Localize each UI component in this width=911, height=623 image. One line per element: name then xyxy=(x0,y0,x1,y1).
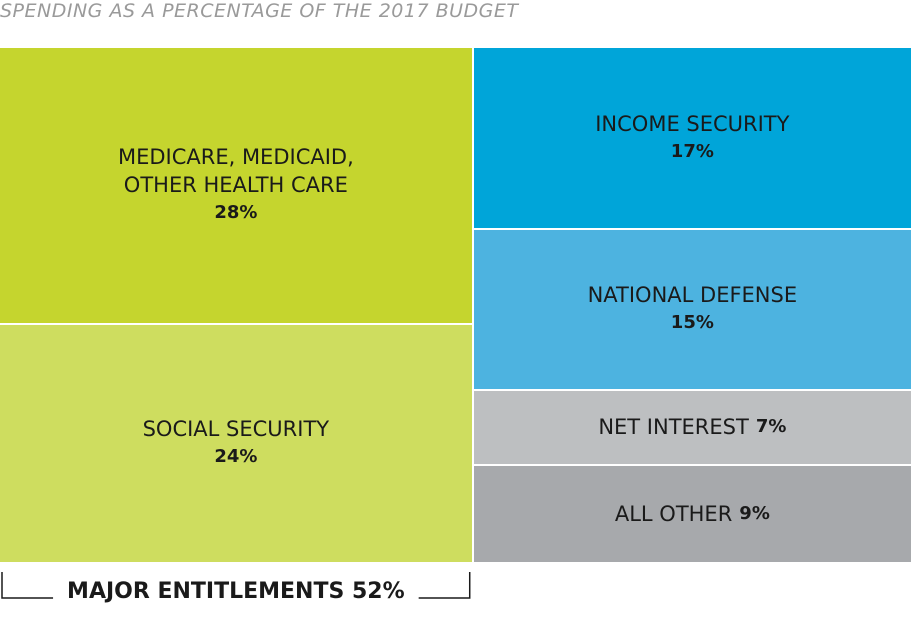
cell-value: 17% xyxy=(670,141,714,163)
treemap-cell: NET INTEREST 7% xyxy=(473,390,911,464)
cell-label: MEDICARE, MEDICAID, OTHER HEALTH CARE xyxy=(117,145,354,198)
cell-label: INCOME SECURITY xyxy=(595,112,790,137)
cell-label: NET INTEREST xyxy=(598,415,749,440)
cell-value: 28% xyxy=(214,202,258,224)
cell-label: ALL OTHER xyxy=(614,501,733,526)
treemap-cell: ALL OTHER 9% xyxy=(473,465,911,562)
cell-label: SOCIAL SECURITY xyxy=(142,417,330,442)
cell-value: 15% xyxy=(670,312,714,334)
cell-value: 7% xyxy=(755,416,787,438)
chart-title: SPENDING AS A PERCENTAGE OF THE 2017 BUD… xyxy=(0,0,519,22)
cell-label: NATIONAL DEFENSE xyxy=(587,283,798,308)
treemap-cell: INCOME SECURITY 17% xyxy=(473,48,911,229)
cell-value: 24% xyxy=(214,446,258,468)
treemap-cell: SOCIAL SECURITY 24% xyxy=(0,324,472,562)
treemap-cell: NATIONAL DEFENSE 15% xyxy=(473,230,911,389)
cell-value: 9% xyxy=(739,502,770,524)
bracket xyxy=(1,572,471,599)
treemap-cell: MEDICARE, MEDICAID, OTHER HEALTH CARE 28% xyxy=(0,48,472,323)
group-label: MAJOR ENTITLEMENTS 52% xyxy=(67,579,405,604)
